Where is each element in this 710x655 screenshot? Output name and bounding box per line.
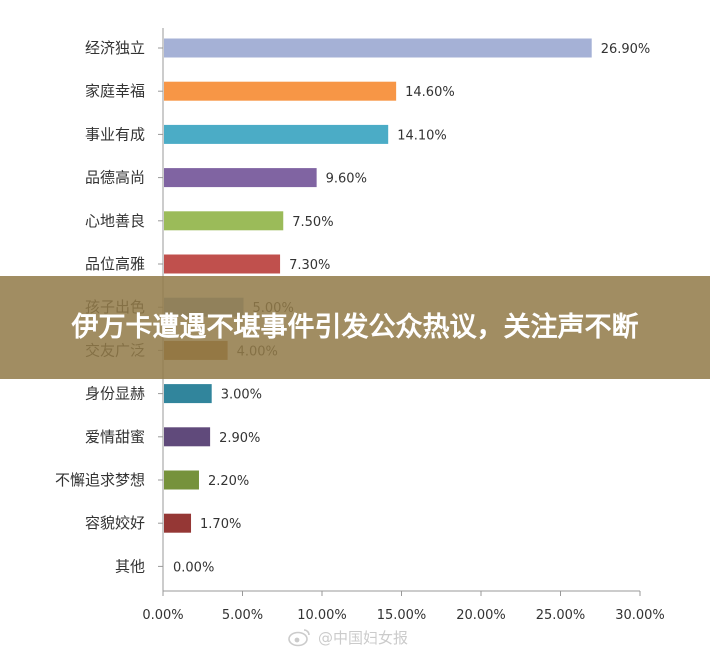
banner-headline: 伊万卡遭遇不堪事件引发公众热议，关注声不断: [71, 311, 639, 343]
x-tick-label: 25.00%: [536, 608, 586, 623]
bar: [164, 254, 281, 274]
value-label: 2.20%: [208, 474, 249, 489]
bar: [164, 124, 389, 144]
category-label: 品德高尚: [85, 169, 145, 187]
category-label: 爱情甜蜜: [85, 428, 145, 446]
category-label: 容貌姣好: [85, 514, 145, 532]
bar: [164, 384, 212, 404]
value-label: 1.70%: [200, 517, 241, 532]
category-label: 家庭幸福: [85, 82, 145, 100]
headline-banner: 伊万卡遭遇不堪事件引发公众热议，关注声不断: [0, 276, 710, 379]
bar: [164, 513, 192, 533]
category-label: 身份显赫: [85, 385, 145, 403]
bar: [164, 168, 317, 188]
watermark: @中国妇女报: [288, 626, 408, 648]
x-tick-label: 5.00%: [222, 608, 263, 623]
category-label: 事业有成: [85, 125, 145, 143]
value-label: 7.50%: [292, 215, 333, 230]
category-label: 心地善良: [85, 212, 145, 230]
value-label: 2.90%: [219, 431, 260, 446]
value-label: 7.30%: [289, 258, 330, 273]
value-label: 26.90%: [601, 42, 651, 57]
bar: [164, 211, 284, 231]
x-tick-label: 10.00%: [297, 608, 347, 623]
category-label: 其他: [115, 557, 145, 575]
value-label: 9.60%: [326, 172, 367, 187]
category-label: 品位高雅: [85, 255, 145, 273]
value-label: 14.10%: [397, 128, 447, 143]
category-label: 不懈追求梦想: [55, 471, 145, 489]
x-tick-label: 0.00%: [142, 608, 183, 623]
bar: [164, 38, 592, 58]
x-tick-label: 20.00%: [456, 608, 506, 623]
x-tick-label: 30.00%: [615, 608, 665, 623]
value-label: 0.00%: [173, 560, 214, 575]
bar: [164, 427, 211, 447]
bar: [164, 81, 397, 101]
weibo-icon: [288, 629, 310, 647]
value-label: 3.00%: [221, 388, 262, 403]
value-label: 14.60%: [405, 85, 455, 100]
category-label: 经济独立: [85, 39, 145, 57]
watermark-text: @中国妇女报: [318, 628, 409, 647]
bar: [164, 470, 199, 490]
x-tick-label: 15.00%: [377, 608, 427, 623]
